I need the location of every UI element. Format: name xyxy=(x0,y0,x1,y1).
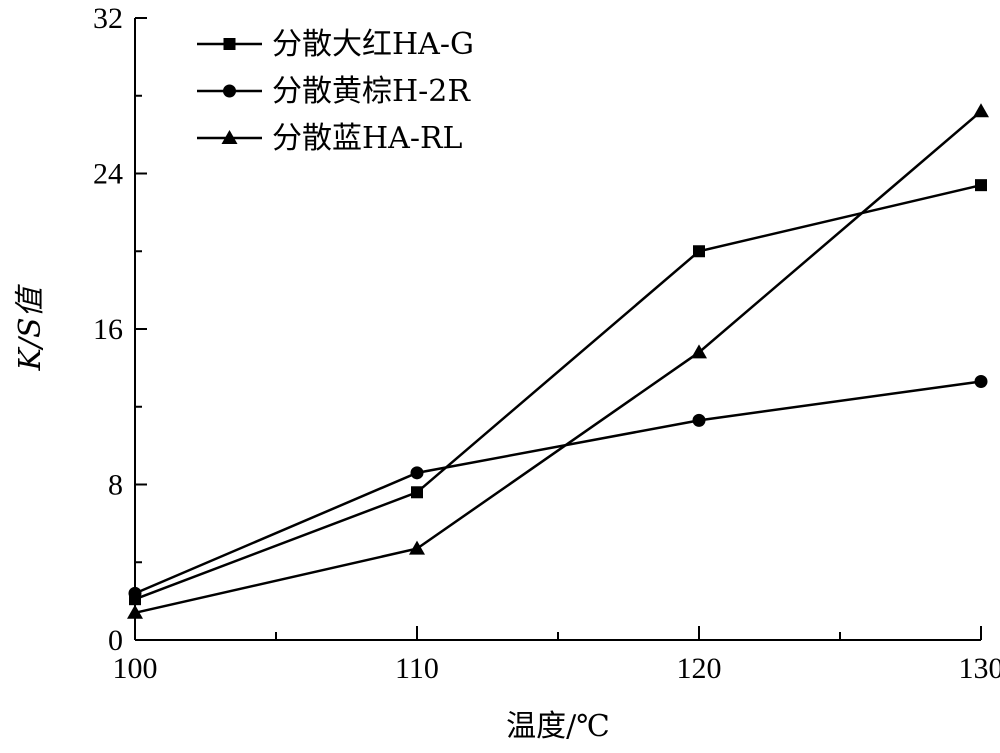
legend-label: 分散黄棕H-2R xyxy=(272,74,471,109)
series-group xyxy=(127,103,989,619)
axis-ticks xyxy=(134,17,982,641)
x-tick-label: 130 xyxy=(959,652,1000,685)
legend-marker xyxy=(221,130,238,144)
legend-label: 分散蓝HA-RL xyxy=(272,121,463,156)
data-point xyxy=(973,103,989,118)
data-point xyxy=(410,466,424,480)
legend-label: 分散大红HA-G xyxy=(272,27,474,62)
series-line xyxy=(134,110,982,615)
y-tick-label: 0 xyxy=(108,624,123,657)
data-point xyxy=(411,486,423,499)
y-axis-title: K/S值 xyxy=(13,283,48,371)
data-point xyxy=(975,179,987,192)
tick-labels: 0 8 16 24 32 100 110 120 130 xyxy=(93,2,1000,685)
data-point xyxy=(127,604,143,619)
legend-item: 分散蓝HA-RL xyxy=(197,121,463,156)
x-tick-label: 110 xyxy=(395,652,439,685)
legend-marker xyxy=(223,84,236,98)
data-point xyxy=(409,540,425,555)
y-tick-label: 8 xyxy=(108,469,123,502)
data-point xyxy=(692,413,706,427)
data-point xyxy=(128,586,142,600)
series-2 xyxy=(128,374,988,600)
x-axis-title: 温度/℃ xyxy=(506,709,610,744)
legend: 分散大红HA-G 分散黄棕H-2R 分散蓝HA-RL xyxy=(197,27,474,156)
series-line xyxy=(134,183,982,601)
data-point xyxy=(691,344,707,359)
series-3 xyxy=(127,103,989,619)
x-tick-label: 100 xyxy=(113,652,158,685)
y-tick-label: 24 xyxy=(93,158,123,191)
legend-item: 分散黄棕H-2R xyxy=(197,74,471,109)
y-tick-label: 16 xyxy=(93,313,123,346)
data-point xyxy=(693,245,705,258)
y-tick-label: 32 xyxy=(93,2,123,35)
legend-marker xyxy=(223,38,236,50)
x-tick-label: 120 xyxy=(677,652,722,685)
data-point xyxy=(974,374,988,388)
plot-frame xyxy=(134,18,981,641)
series-line xyxy=(134,380,982,595)
legend-item: 分散大红HA-G xyxy=(197,27,474,62)
